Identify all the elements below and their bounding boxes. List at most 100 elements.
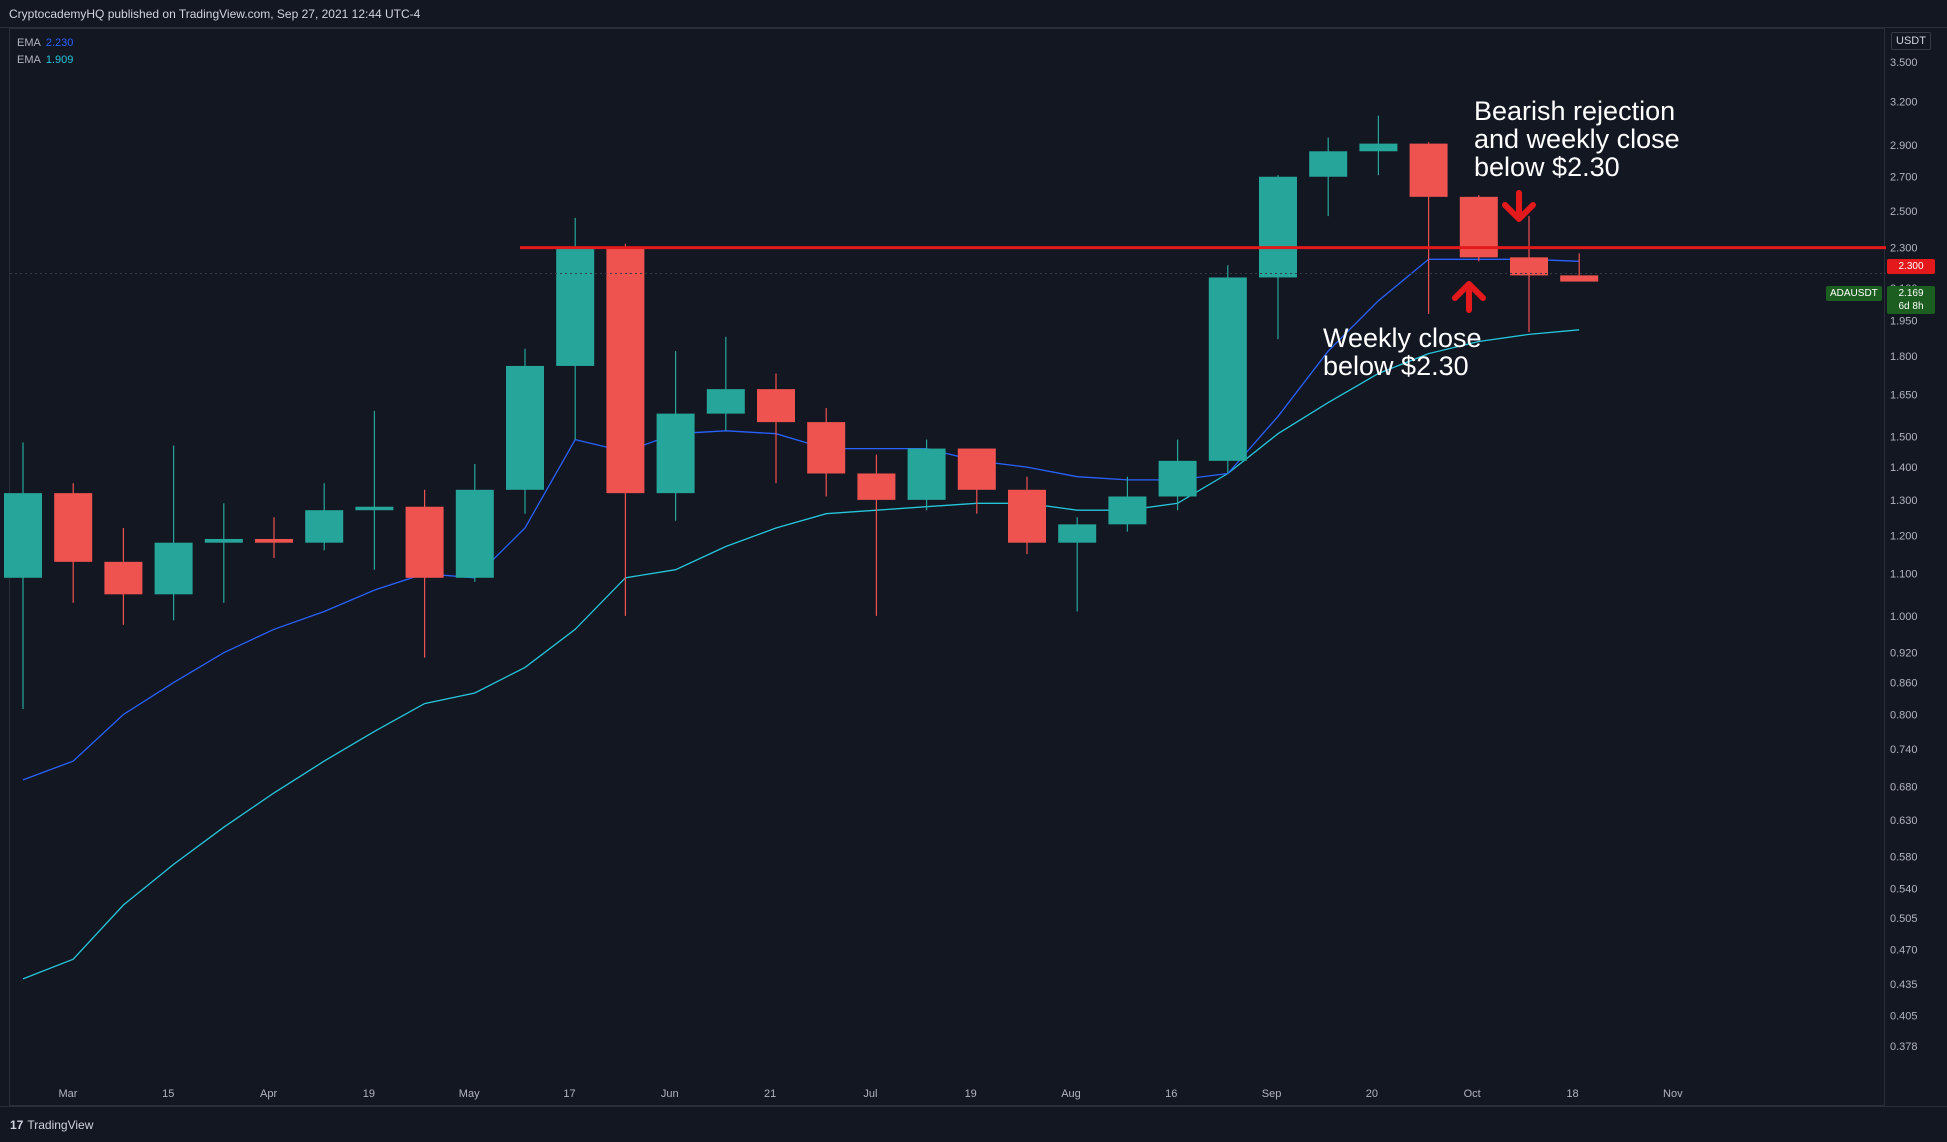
legend-ema-fast[interactable]: EMA 2.230 bbox=[17, 35, 73, 52]
y-tick-label: 0.435 bbox=[1890, 979, 1918, 991]
publisher-text: CryptocademyHQ published on TradingView.… bbox=[9, 7, 421, 21]
y-tick-label: 0.470 bbox=[1890, 945, 1918, 957]
y-tick-label: 1.500 bbox=[1890, 432, 1918, 444]
x-tick-label: 19 bbox=[363, 1088, 375, 1100]
candle-bearish bbox=[606, 243, 645, 616]
x-tick-label: 17 bbox=[563, 1088, 575, 1100]
candle-bearish bbox=[807, 408, 846, 497]
candle-bearish bbox=[405, 489, 444, 658]
y-tick-label: 0.630 bbox=[1890, 815, 1918, 827]
annotation-line: below $2.30 bbox=[1323, 351, 1469, 381]
tradingview-icon: 17 bbox=[10, 1118, 24, 1132]
legend-ema-slow[interactable]: EMA 1.909 bbox=[17, 52, 73, 69]
y-tick-label: 2.300 bbox=[1890, 243, 1918, 255]
x-tick-label: 20 bbox=[1366, 1088, 1378, 1100]
x-tick-label: 19 bbox=[965, 1088, 977, 1100]
y-tick-label: 0.505 bbox=[1890, 913, 1918, 925]
candle-bearish bbox=[1560, 253, 1599, 282]
candle-body bbox=[1409, 143, 1448, 197]
level-price-badge: 2.300 bbox=[1887, 259, 1935, 274]
tradingview-logo[interactable]: 17 TradingView bbox=[10, 1118, 93, 1132]
candle-bullish bbox=[355, 410, 394, 570]
candle-bearish bbox=[1409, 142, 1448, 314]
y-tick-label: 3.500 bbox=[1890, 57, 1918, 69]
arrow-up-icon bbox=[1452, 281, 1486, 313]
annotation-line: below $2.30 bbox=[1474, 152, 1620, 182]
x-tick-label: 21 bbox=[764, 1088, 776, 1100]
candle-bullish bbox=[1108, 476, 1147, 532]
candle-body bbox=[455, 489, 494, 578]
y-tick-label: 1.950 bbox=[1890, 316, 1918, 328]
candle-bullish bbox=[1259, 175, 1297, 340]
candle-body bbox=[1208, 277, 1247, 461]
candle-body bbox=[606, 247, 645, 494]
x-tick-label: Sep bbox=[1262, 1088, 1282, 1100]
candle-body bbox=[1359, 143, 1398, 152]
candle-body bbox=[957, 448, 996, 490]
x-tick-label: Aug bbox=[1061, 1088, 1081, 1100]
y-tick-label: 2.700 bbox=[1890, 172, 1918, 184]
candle-bearish bbox=[54, 483, 93, 603]
candle-bearish bbox=[957, 448, 996, 514]
candle-bullish bbox=[455, 463, 494, 582]
candle-body bbox=[556, 247, 595, 366]
candle-bullish bbox=[706, 336, 745, 431]
y-tick-label: 2.900 bbox=[1890, 140, 1918, 152]
y-tick-label: 1.400 bbox=[1890, 462, 1918, 474]
annotation-line: Weekly close bbox=[1323, 323, 1482, 353]
candle-bullish bbox=[1359, 115, 1398, 176]
price-chart[interactable]: Bearish rejection and weekly close below $… bbox=[0, 0, 1947, 1106]
candle-bearish bbox=[1510, 216, 1548, 333]
legend-ema-slow-value: 1.909 bbox=[45, 54, 74, 66]
y-tick-label: 1.650 bbox=[1890, 389, 1918, 401]
x-tick-label: 16 bbox=[1165, 1088, 1177, 1100]
y-tick-label: 0.405 bbox=[1890, 1010, 1918, 1022]
top-bar: CryptocademyHQ published on TradingView.… bbox=[0, 0, 1947, 28]
currency-label[interactable]: USDT bbox=[1891, 32, 1931, 50]
y-tick-label: 0.740 bbox=[1890, 744, 1918, 756]
y-tick-label: 0.378 bbox=[1890, 1041, 1918, 1053]
y-tick-label: 0.680 bbox=[1890, 781, 1918, 793]
candle-body bbox=[1560, 275, 1599, 282]
legend-ema-fast-label: EMA bbox=[17, 37, 41, 49]
y-tick-label: 0.920 bbox=[1890, 648, 1918, 660]
y-tick-label: 1.000 bbox=[1890, 611, 1918, 623]
candle-body bbox=[757, 389, 795, 423]
candle-countdown: 6d 8h bbox=[1898, 301, 1924, 312]
arrow-down-icon bbox=[1502, 190, 1536, 222]
annotation-bearish-rejection: Bearish rejection and weekly close below $… bbox=[1474, 96, 1680, 182]
candle-bullish bbox=[1058, 517, 1097, 612]
candle-bullish bbox=[1158, 439, 1197, 511]
candle-body bbox=[255, 538, 293, 543]
candle-bullish bbox=[154, 445, 193, 621]
candle-layer bbox=[4, 115, 1599, 710]
candle-bearish bbox=[757, 373, 795, 484]
last-price-badge: 2.169 6d 8h bbox=[1887, 286, 1935, 314]
x-tick-label: Jul bbox=[863, 1088, 877, 1100]
symbol-badge: ADAUSDT bbox=[1826, 286, 1882, 301]
tradingview-brand-text: TradingView bbox=[27, 1118, 94, 1132]
candle-body bbox=[1158, 460, 1197, 497]
ema-fast-line bbox=[22, 258, 1580, 781]
annotation-line: and weekly close bbox=[1474, 124, 1680, 154]
y-tick-label: 0.580 bbox=[1890, 852, 1918, 864]
candle-body bbox=[1510, 257, 1548, 276]
y-tick-label: 0.860 bbox=[1890, 678, 1918, 690]
annotation-layer: Bearish rejection and weekly close below $… bbox=[1323, 96, 1680, 381]
candle-body bbox=[4, 493, 42, 578]
candle-body bbox=[907, 448, 946, 500]
candle-bearish bbox=[104, 527, 143, 625]
last-price-value: 2.169 bbox=[1898, 288, 1924, 299]
candle-bullish bbox=[4, 442, 42, 710]
annotation-line: Bearish rejection bbox=[1474, 96, 1675, 126]
candle-body bbox=[706, 389, 745, 414]
candle-bullish bbox=[305, 483, 344, 551]
candle-bullish bbox=[1208, 265, 1247, 474]
time-axis: Mar 15 Apr 19 May 17 Jun 21 Jul 19 Aug 16 Sep 20 Oct 18… bbox=[59, 1088, 1684, 1100]
x-tick-label: 15 bbox=[162, 1088, 174, 1100]
candle-bullish bbox=[907, 439, 946, 511]
footer-bar: 17 TradingView bbox=[0, 1106, 1947, 1142]
candle-body bbox=[1309, 151, 1348, 177]
y-tick-label: 3.200 bbox=[1890, 97, 1918, 109]
ema-slow-line bbox=[22, 329, 1580, 980]
